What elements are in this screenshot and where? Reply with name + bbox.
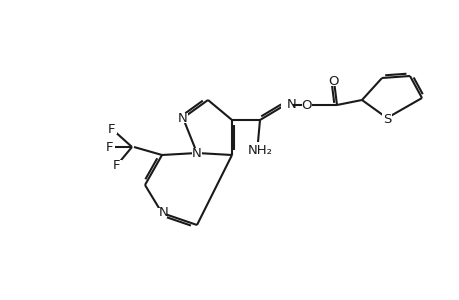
Text: O: O	[301, 98, 312, 112]
FancyBboxPatch shape	[381, 113, 391, 123]
Text: NH₂: NH₂	[247, 143, 272, 157]
Text: N: N	[286, 98, 296, 110]
Text: F: F	[108, 122, 116, 136]
Text: F: F	[106, 140, 113, 154]
FancyBboxPatch shape	[191, 148, 202, 158]
Text: F: F	[113, 158, 120, 172]
FancyBboxPatch shape	[107, 124, 117, 134]
FancyBboxPatch shape	[157, 208, 167, 218]
FancyBboxPatch shape	[105, 142, 115, 152]
FancyBboxPatch shape	[280, 100, 292, 110]
FancyBboxPatch shape	[178, 113, 188, 123]
FancyBboxPatch shape	[328, 76, 338, 86]
Text: S: S	[382, 112, 390, 125]
Text: N: N	[159, 206, 168, 220]
Text: N: N	[192, 146, 202, 160]
FancyBboxPatch shape	[302, 100, 311, 110]
Text: N: N	[178, 112, 187, 124]
Text: O: O	[328, 74, 339, 88]
FancyBboxPatch shape	[112, 160, 122, 170]
